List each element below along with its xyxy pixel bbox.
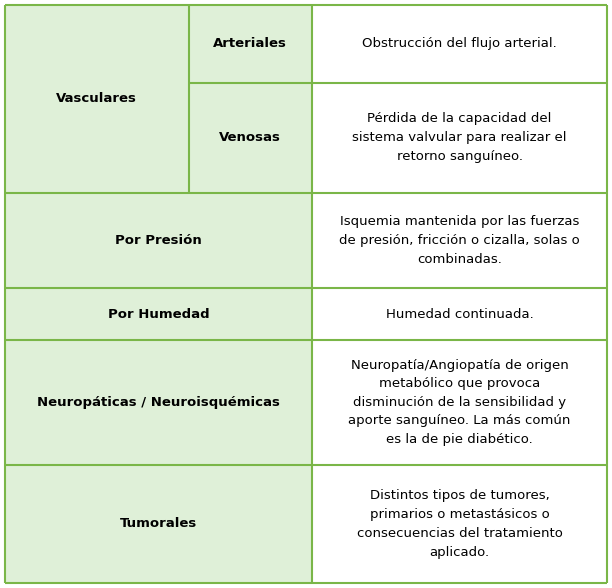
Text: Obstrucción del flujo arterial.: Obstrucción del flujo arterial. — [362, 37, 557, 50]
Text: Neuropáticas / Neuroisquémicas: Neuropáticas / Neuroisquémicas — [37, 396, 280, 409]
Text: Venosas: Venosas — [219, 131, 282, 144]
Text: Vasculares: Vasculares — [56, 92, 137, 105]
Bar — [312, 5, 607, 83]
Text: Pérdida de la capacidad del
sistema valvular para realizar el
retorno sanguíneo.: Pérdida de la capacidad del sistema valv… — [353, 112, 567, 163]
Bar — [312, 193, 607, 288]
Text: Neuropatía/Angiopatía de origen
metabólico que provoca
disminución de la sensibi: Neuropatía/Angiopatía de origen metabóli… — [348, 359, 571, 446]
Bar — [188, 5, 312, 83]
Text: Arteriales: Arteriales — [214, 37, 287, 50]
Text: Distintos tipos de tumores,
primarios o metastásicos o
consecuencias del tratami: Distintos tipos de tumores, primarios o … — [357, 489, 562, 559]
Bar — [312, 465, 607, 583]
Bar — [5, 193, 312, 288]
Text: Isquemia mantenida por las fuerzas
de presión, fricción o cizalla, solas o
combi: Isquemia mantenida por las fuerzas de pr… — [339, 215, 580, 266]
Bar — [5, 5, 188, 193]
Text: Por Presión: Por Presión — [115, 234, 202, 247]
Bar — [188, 83, 312, 193]
Text: Tumorales: Tumorales — [120, 517, 197, 530]
Bar — [5, 288, 312, 340]
Text: Humedad continuada.: Humedad continuada. — [386, 308, 534, 320]
Bar — [312, 83, 607, 193]
Bar — [5, 465, 312, 583]
Bar — [312, 288, 607, 340]
Bar — [5, 340, 312, 465]
Text: Por Humedad: Por Humedad — [108, 308, 209, 320]
Bar — [312, 340, 607, 465]
